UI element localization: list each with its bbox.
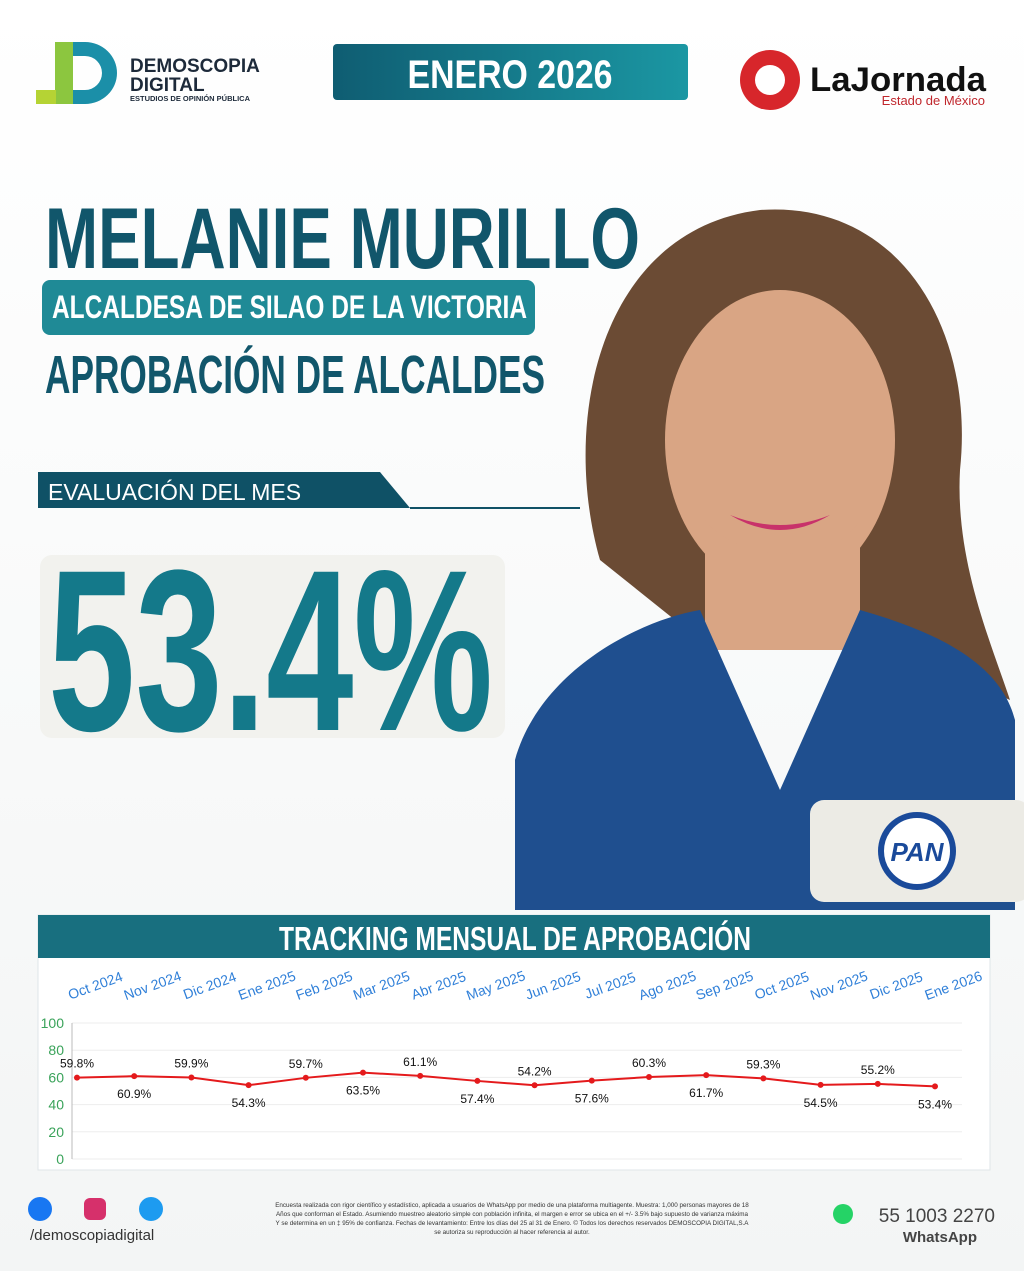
value-label: 53.4% (918, 1097, 952, 1111)
data-point (531, 1082, 538, 1089)
value-label: 60.9% (117, 1087, 151, 1101)
data-point (360, 1069, 366, 1076)
data-point (302, 1074, 309, 1081)
y-tick-label: 80 (48, 1042, 64, 1058)
face (665, 290, 895, 590)
logo-d (73, 42, 117, 104)
value-label: 59.8% (60, 1057, 94, 1071)
brand-logo: DEMOSCOPIA DIGITAL ESTUDIOS DE OPINIÓN P… (36, 42, 260, 104)
instagram-icon[interactable] (84, 1198, 106, 1220)
data-point (245, 1082, 252, 1089)
value-label: 57.4% (460, 1092, 494, 1106)
data-point (74, 1074, 80, 1081)
score: 53.4% (48, 522, 493, 779)
smile (730, 515, 830, 530)
newspaper-name: LaJornada (810, 61, 987, 99)
newspaper-region: Estado de México (882, 93, 985, 108)
brand-name: DEMOSCOPIA (130, 56, 260, 77)
party-name: PAN (891, 837, 945, 867)
value-label: 59.3% (746, 1057, 780, 1071)
survey-name: APROBACIÓN DE ALCALDES (45, 345, 545, 405)
y-tick-label: 100 (41, 1015, 65, 1031)
party-logo (878, 812, 956, 890)
logo-bar (55, 42, 73, 104)
sun-core (755, 65, 785, 95)
mayor-name: MELANIE MURILLO (45, 191, 640, 287)
role-badge (42, 280, 535, 335)
score-box (40, 555, 505, 738)
value-label: 54.2% (518, 1064, 552, 1078)
series-line (76, 1071, 936, 1088)
y-tick-label: 0 (56, 1151, 64, 1167)
value-label: 59.9% (174, 1057, 208, 1071)
chart-header (38, 915, 990, 958)
value-label: 54.3% (232, 1096, 266, 1110)
value-label: 54.5% (804, 1096, 838, 1110)
data-point (474, 1077, 481, 1084)
disclaimer-line: se autoriza su reproducción al hacer ref… (434, 1229, 590, 1236)
disclaimer-line: Encuesta realizada con rigor científico … (275, 1202, 749, 1209)
facebook-icon[interactable] (28, 1197, 52, 1221)
data-point (703, 1072, 710, 1079)
value-label: 63.5% (346, 1084, 380, 1098)
brand-name-2: DIGITAL (130, 75, 205, 96)
disclaimer-line: Y se determina en un ‡ 95% de confianza.… (276, 1219, 750, 1227)
data-point (417, 1072, 424, 1079)
value-label: 55.2% (861, 1063, 895, 1077)
data-point (588, 1077, 595, 1084)
social-handle: /demoscopiadigital (30, 1227, 154, 1244)
role: ALCALDESA DE SILAO DE LA VICTORIA (52, 289, 527, 325)
twitter-icon[interactable] (139, 1197, 163, 1221)
y-tick-label: 60 (48, 1069, 64, 1085)
y-tick-label: 20 (48, 1124, 64, 1140)
value-label: 57.6% (575, 1092, 609, 1106)
phone-app: WhatsApp (903, 1229, 977, 1246)
phone: 55 1003 2270 (879, 1206, 995, 1227)
value-label: 60.3% (632, 1056, 666, 1070)
data-point (760, 1075, 767, 1082)
whatsapp-icon[interactable] (833, 1204, 853, 1224)
logo-block (36, 90, 56, 104)
brand-tagline: ESTUDIOS DE OPINIÓN PÚBLICA (130, 94, 251, 103)
chart-title: TRACKING MENSUAL DE APROBACIÓN (279, 920, 751, 957)
data-point (188, 1074, 195, 1081)
period-badge (333, 44, 688, 100)
neck (705, 520, 860, 650)
value-label: 61.7% (689, 1086, 723, 1100)
score-label: EVALUACIÓN DEL MES (48, 479, 301, 505)
value-label: 59.7% (289, 1057, 323, 1071)
data-point (817, 1081, 824, 1088)
period: ENERO 2026 (408, 53, 613, 97)
data-point (646, 1073, 652, 1080)
value-label: 61.1% (403, 1055, 437, 1069)
disclaimer-line: Años que conforman el Estado. Asumiendo … (276, 1211, 749, 1218)
data-point (874, 1080, 881, 1087)
y-tick-label: 40 (48, 1097, 64, 1113)
data-point (932, 1083, 938, 1090)
score-label-bar (38, 472, 410, 508)
data-point (131, 1073, 138, 1080)
newspaper-logo: LaJornada Estado de México (740, 50, 987, 110)
